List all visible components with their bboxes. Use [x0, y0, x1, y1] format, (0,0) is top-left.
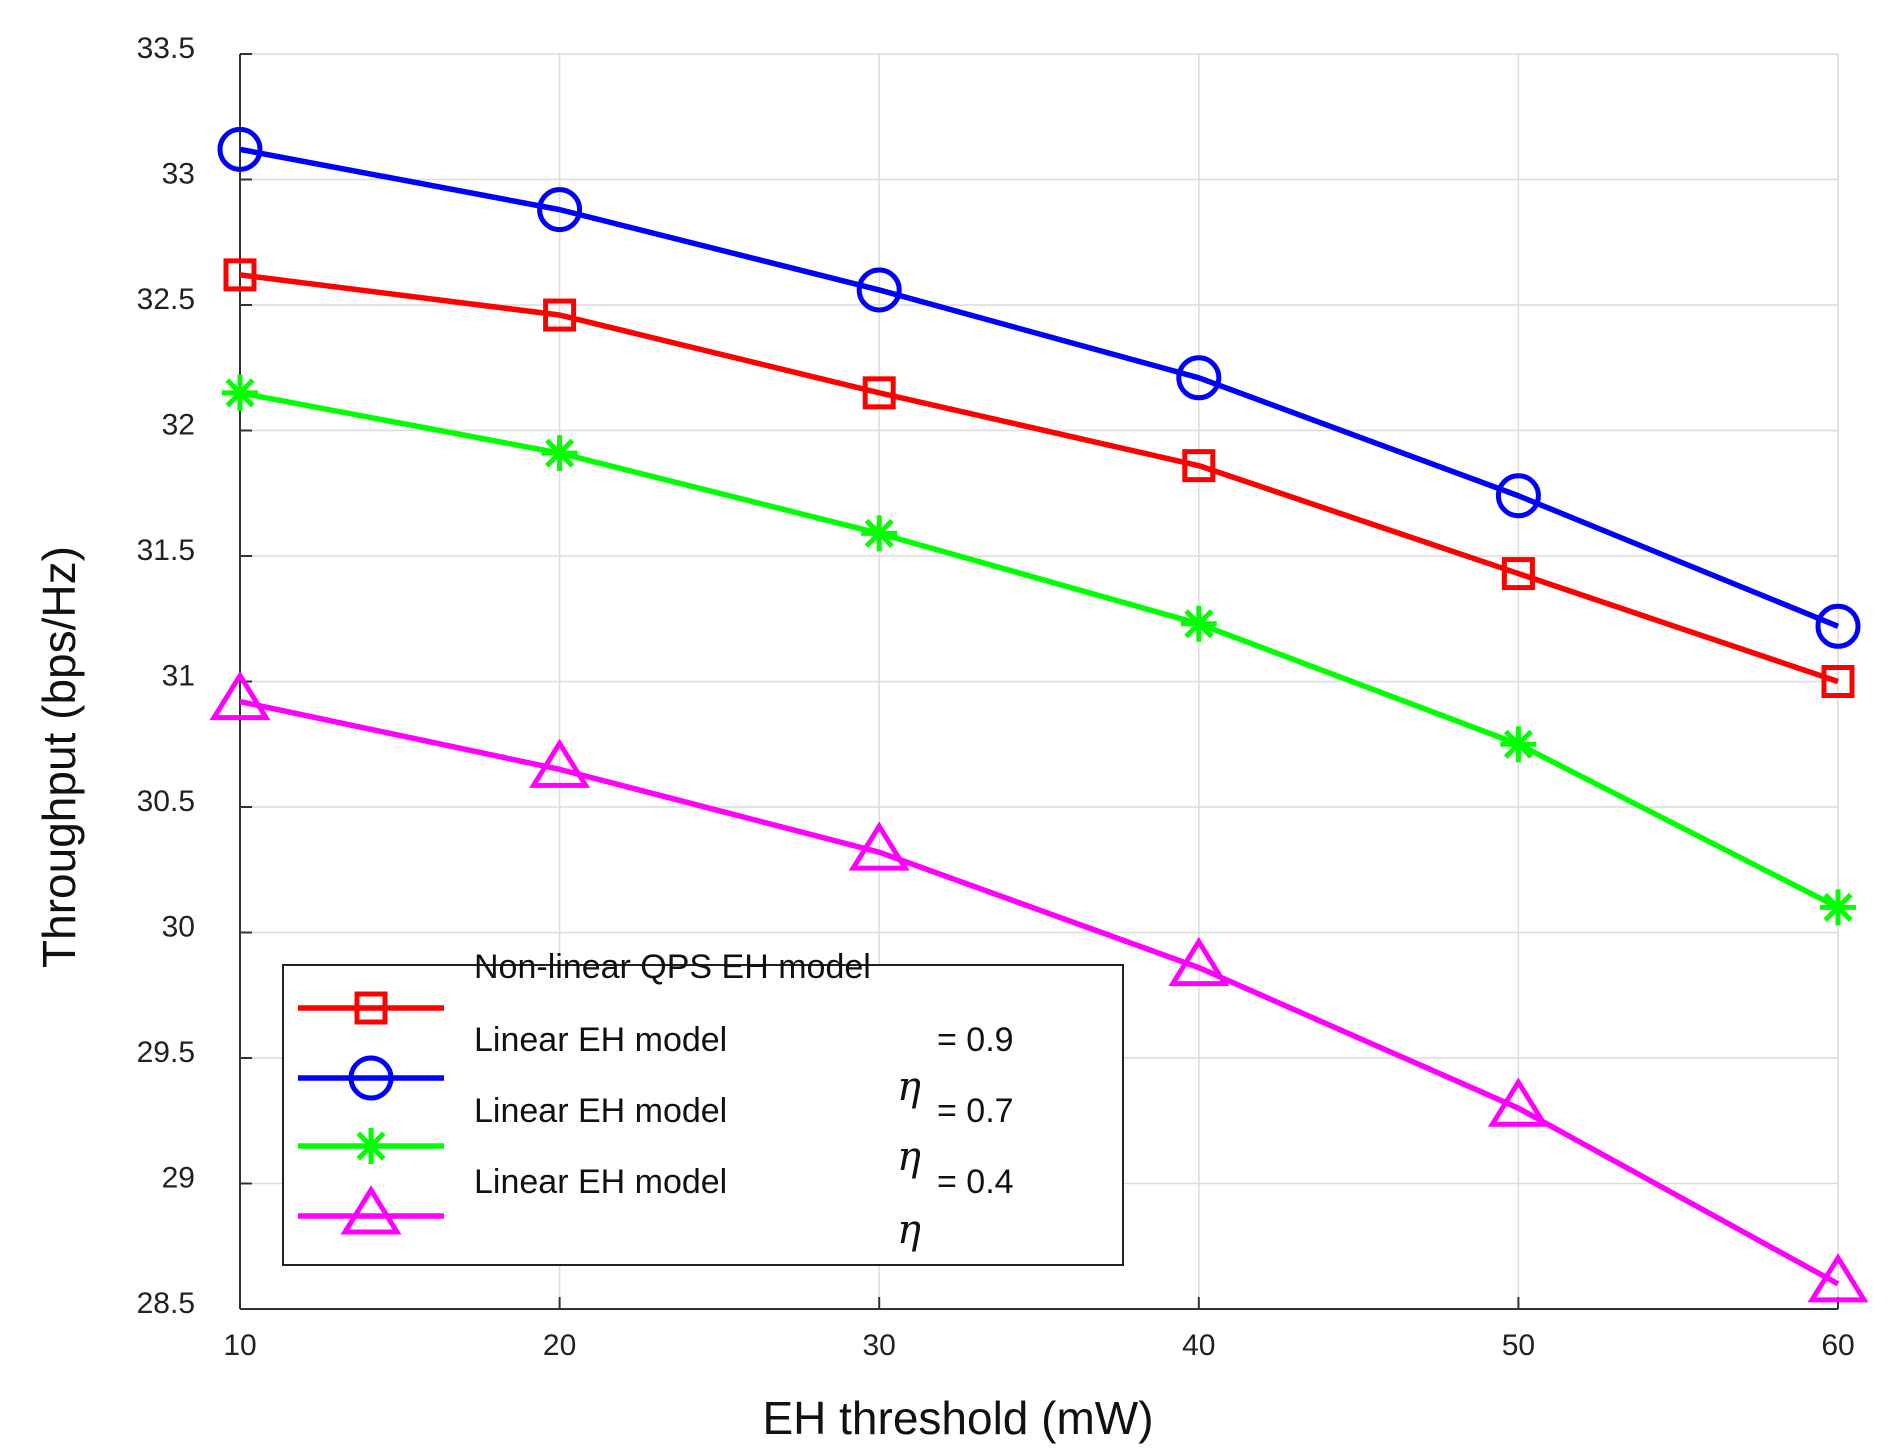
y-tick-label: 32.5 — [137, 283, 195, 316]
star-stroke — [225, 378, 255, 408]
data-point-circle — [1815, 603, 1861, 649]
legend-eta-symbol-2: η — [897, 1134, 921, 1180]
series-star — [222, 374, 1856, 926]
data-point-circle — [217, 126, 263, 172]
legend-swatch-linear-2 — [298, 1128, 444, 1164]
data-point-square — [1501, 557, 1535, 591]
x-tick-label: 10 — [223, 1329, 256, 1362]
legend: Non-linear QPS EH model Linear EH model … — [282, 948, 1124, 1266]
data-point-square — [862, 376, 896, 410]
data-point-star — [1820, 889, 1856, 926]
data-point-triangle — [529, 738, 591, 788]
data-point-square — [543, 298, 577, 332]
data-point-circle — [537, 187, 583, 233]
star-stroke — [545, 438, 575, 468]
y-tick-label: 28.5 — [137, 1287, 195, 1320]
data-point-triangle — [209, 670, 271, 721]
star-stroke — [1184, 609, 1214, 639]
star-stroke — [864, 518, 894, 548]
data-point-star — [861, 515, 898, 552]
x-tick-label: 20 — [543, 1329, 576, 1362]
legend-marker — [353, 1128, 389, 1164]
y-tick-label: 29.5 — [137, 1036, 195, 1069]
y-tick-label: 30.5 — [137, 785, 195, 818]
x-tick-label: 60 — [1821, 1329, 1854, 1362]
tick-labels: 10 20 30 40 50 60 28.5 29 29.5 30 30.5 31 31.5 32 32.5… — [137, 32, 1855, 1362]
series-line — [239, 698, 1840, 1287]
legend-swatch-linear-3 — [298, 1185, 444, 1235]
legend-eta-value-3: = 0.4 — [937, 1163, 1014, 1201]
data-point-triangle — [848, 821, 910, 871]
legend-eta-symbol-3: η — [897, 1207, 921, 1253]
series-triangle — [209, 670, 1869, 1303]
legend-marker — [348, 1055, 394, 1101]
data-point-star — [541, 435, 578, 472]
star-stroke — [1503, 729, 1533, 759]
data-point-square — [1182, 449, 1216, 483]
legend-marker — [340, 1185, 402, 1235]
legend-eta-value-2: = 0.7 — [937, 1092, 1014, 1130]
data-point-square — [223, 258, 257, 292]
y-axis-title: Throughput (bps/Hz) — [33, 546, 85, 968]
x-tick-label: 40 — [1182, 1329, 1215, 1362]
data-point-circle — [856, 267, 902, 313]
x-tick-label: 30 — [863, 1329, 896, 1362]
y-tick-label: 31 — [162, 660, 195, 693]
y-tick-label: 33 — [162, 158, 195, 191]
x-axis-title: EH threshold (mW) — [762, 1392, 1153, 1444]
data-point-star — [1180, 605, 1217, 642]
legend-eta-value-1: = 0.9 — [937, 1021, 1014, 1059]
x-tick-label: 50 — [1502, 1329, 1535, 1362]
y-tick-label: 30 — [162, 911, 195, 944]
legend-label-linear-1: Linear EH model — [474, 1021, 727, 1059]
y-tick-label: 29 — [162, 1162, 195, 1195]
legend-marker — [354, 991, 388, 1025]
data-point-square — [1821, 665, 1855, 698]
legend-swatch-linear-1 — [298, 1055, 444, 1101]
data-point-circle — [1176, 355, 1222, 401]
y-tick-label: 32 — [162, 409, 195, 442]
series-square — [223, 258, 1855, 698]
data-point-triangle — [1168, 936, 1230, 987]
legend-label-nonlinear: Non-linear QPS EH model — [474, 948, 871, 986]
data-point-star — [222, 374, 258, 411]
series-line — [239, 390, 1840, 910]
data-point-triangle — [1807, 1253, 1869, 1303]
y-tick-label: 31.5 — [137, 534, 195, 567]
data-series — [209, 126, 1869, 1303]
legend-label-linear-2: Linear EH model — [474, 1092, 727, 1130]
data-point-circle — [1495, 473, 1541, 519]
y-tick-label: 33.5 — [137, 32, 195, 65]
series-circle — [217, 126, 1861, 649]
series-line — [239, 146, 1840, 629]
legend-eta-symbol-1: η — [897, 1064, 921, 1110]
legend-swatch-nonlinear — [298, 991, 444, 1025]
data-point-star — [1500, 726, 1537, 763]
series-line — [239, 272, 1839, 685]
legend-label-linear-3: Linear EH model — [474, 1163, 727, 1201]
star-stroke — [1823, 892, 1853, 922]
data-point-triangle — [1487, 1077, 1549, 1127]
star-stroke — [356, 1131, 386, 1161]
